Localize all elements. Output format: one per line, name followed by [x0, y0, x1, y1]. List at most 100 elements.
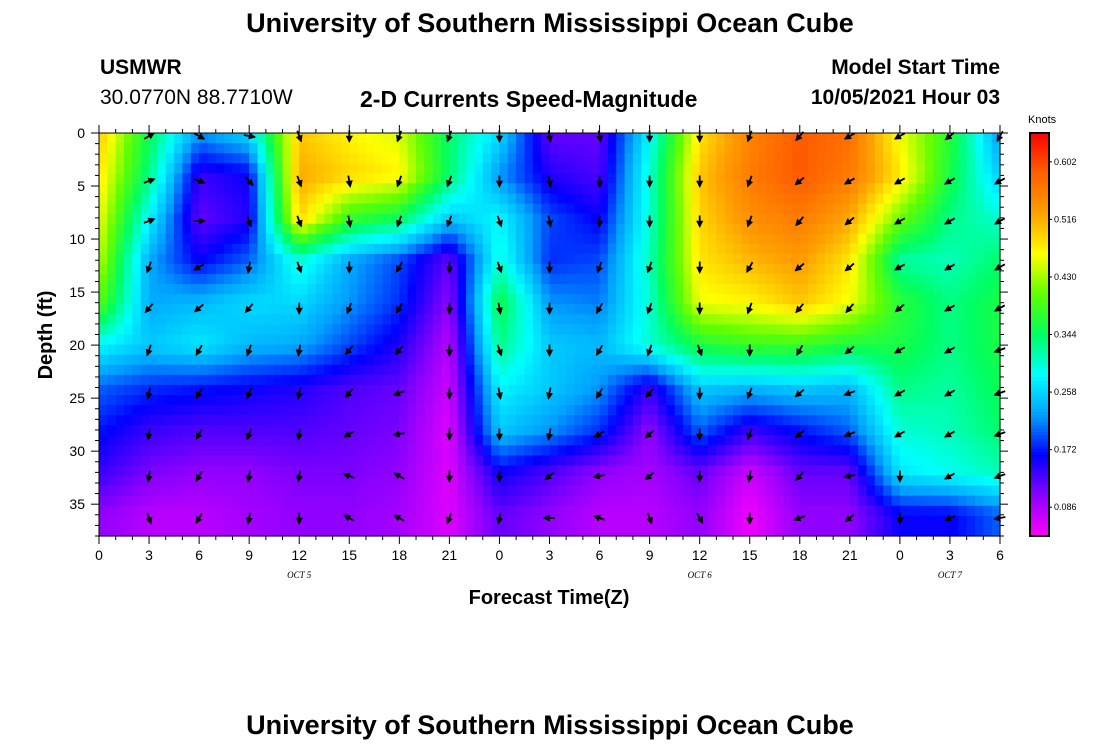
- heat-cell: [482, 334, 492, 346]
- heat-cell: [858, 243, 868, 255]
- heat-cell: [966, 274, 976, 285]
- heat-cell: [724, 384, 734, 396]
- heat-cell: [115, 233, 125, 245]
- current-arrow: [646, 344, 654, 357]
- heat-cell: [174, 304, 184, 315]
- heat-cell: [541, 193, 551, 205]
- heat-cell: [140, 445, 150, 456]
- heat-cell: [390, 274, 400, 285]
- heat-cell: [491, 334, 501, 346]
- heat-cell: [124, 515, 133, 527]
- heat-cell: [749, 334, 759, 346]
- heat-cell: [674, 415, 684, 426]
- heat-cell: [282, 314, 292, 326]
- colorbar-segment: [1030, 347, 1049, 352]
- heat-cell: [232, 415, 242, 426]
- heat-cell: [708, 163, 717, 174]
- heat-cell: [532, 405, 542, 416]
- heat-cell: [215, 314, 225, 326]
- heat-cell: [966, 163, 976, 174]
- heat-cell: [808, 163, 818, 174]
- heat-cell: [674, 213, 684, 225]
- heat-cell: [824, 515, 834, 527]
- heat-cell: [232, 495, 242, 507]
- heat-cell: [449, 274, 459, 285]
- heat-cell: [557, 465, 567, 477]
- heat-cell: [174, 525, 184, 537]
- heat-cell: [132, 143, 142, 154]
- heat-cell: [624, 455, 634, 467]
- heat-cell: [132, 515, 142, 527]
- heat-cell: [632, 515, 642, 527]
- heat-cell: [949, 344, 959, 356]
- heat-cell: [382, 193, 392, 205]
- heat-cell: [774, 465, 784, 477]
- heat-cell: [874, 223, 884, 235]
- heat-cell: [974, 213, 984, 225]
- heat-cell: [791, 425, 801, 436]
- heat-cell: [407, 334, 417, 346]
- heat-cell: [149, 183, 158, 195]
- heat-cell: [733, 344, 742, 356]
- heat-cell: [257, 213, 267, 225]
- heat-cell: [699, 465, 709, 477]
- heat-cell: [132, 163, 142, 174]
- heat-cell: [374, 284, 384, 295]
- heat-cell: [190, 384, 200, 396]
- heat-cell: [766, 525, 776, 537]
- heat-cell: [716, 405, 726, 416]
- heat-cell: [274, 223, 284, 235]
- heat-cell: [808, 515, 818, 527]
- colorbar-segment: [1030, 143, 1049, 148]
- heat-cell: [816, 183, 826, 195]
- heat-cell: [649, 294, 659, 305]
- heat-cell: [949, 153, 959, 164]
- heat-cell: [866, 344, 876, 356]
- heat-cell: [257, 405, 267, 416]
- current-arrow: [446, 215, 453, 228]
- heat-cell: [382, 425, 392, 436]
- heat-cell: [282, 405, 292, 416]
- heat-cell: [516, 465, 526, 477]
- colorbar-segment: [1030, 166, 1049, 171]
- heat-cell: [816, 505, 826, 517]
- heat-cell: [649, 505, 659, 517]
- heat-cell: [524, 223, 534, 235]
- heat-cell: [199, 324, 209, 336]
- heat-cell: [532, 475, 542, 487]
- heat-cell: [232, 505, 242, 517]
- heat-cell: [908, 415, 918, 426]
- heat-cell: [566, 405, 576, 416]
- heat-cell: [649, 284, 659, 295]
- heat-cell: [432, 425, 442, 436]
- heat-cell: [682, 304, 692, 315]
- heat-cell: [758, 364, 767, 376]
- heat-cell: [382, 515, 392, 527]
- heat-cell: [532, 455, 542, 467]
- heat-cell: [691, 525, 701, 537]
- heat-cell: [933, 374, 943, 386]
- heat-cell: [641, 274, 651, 285]
- heat-cell: [357, 384, 367, 396]
- heat-cell: [607, 344, 617, 356]
- heat-cell: [941, 274, 951, 285]
- heat-cell: [457, 505, 467, 517]
- heat-cell: [941, 495, 951, 507]
- heat-cell: [432, 274, 442, 285]
- heat-cell: [824, 253, 834, 265]
- heat-cell: [758, 304, 767, 315]
- heat-cell: [916, 183, 926, 195]
- heat-cell: [399, 425, 409, 436]
- heat-cell: [783, 455, 793, 467]
- heat-cell: [541, 223, 551, 235]
- heat-cell: [541, 213, 551, 225]
- heat-cell: [866, 384, 876, 396]
- heat-cell: [324, 495, 334, 507]
- heat-cell: [632, 133, 642, 144]
- heat-cell: [482, 495, 492, 507]
- heat-cell: [783, 213, 793, 225]
- heat-cell: [190, 495, 200, 507]
- heat-cell: [491, 394, 501, 406]
- heat-cell: [574, 183, 584, 195]
- heat-cell: [457, 314, 467, 326]
